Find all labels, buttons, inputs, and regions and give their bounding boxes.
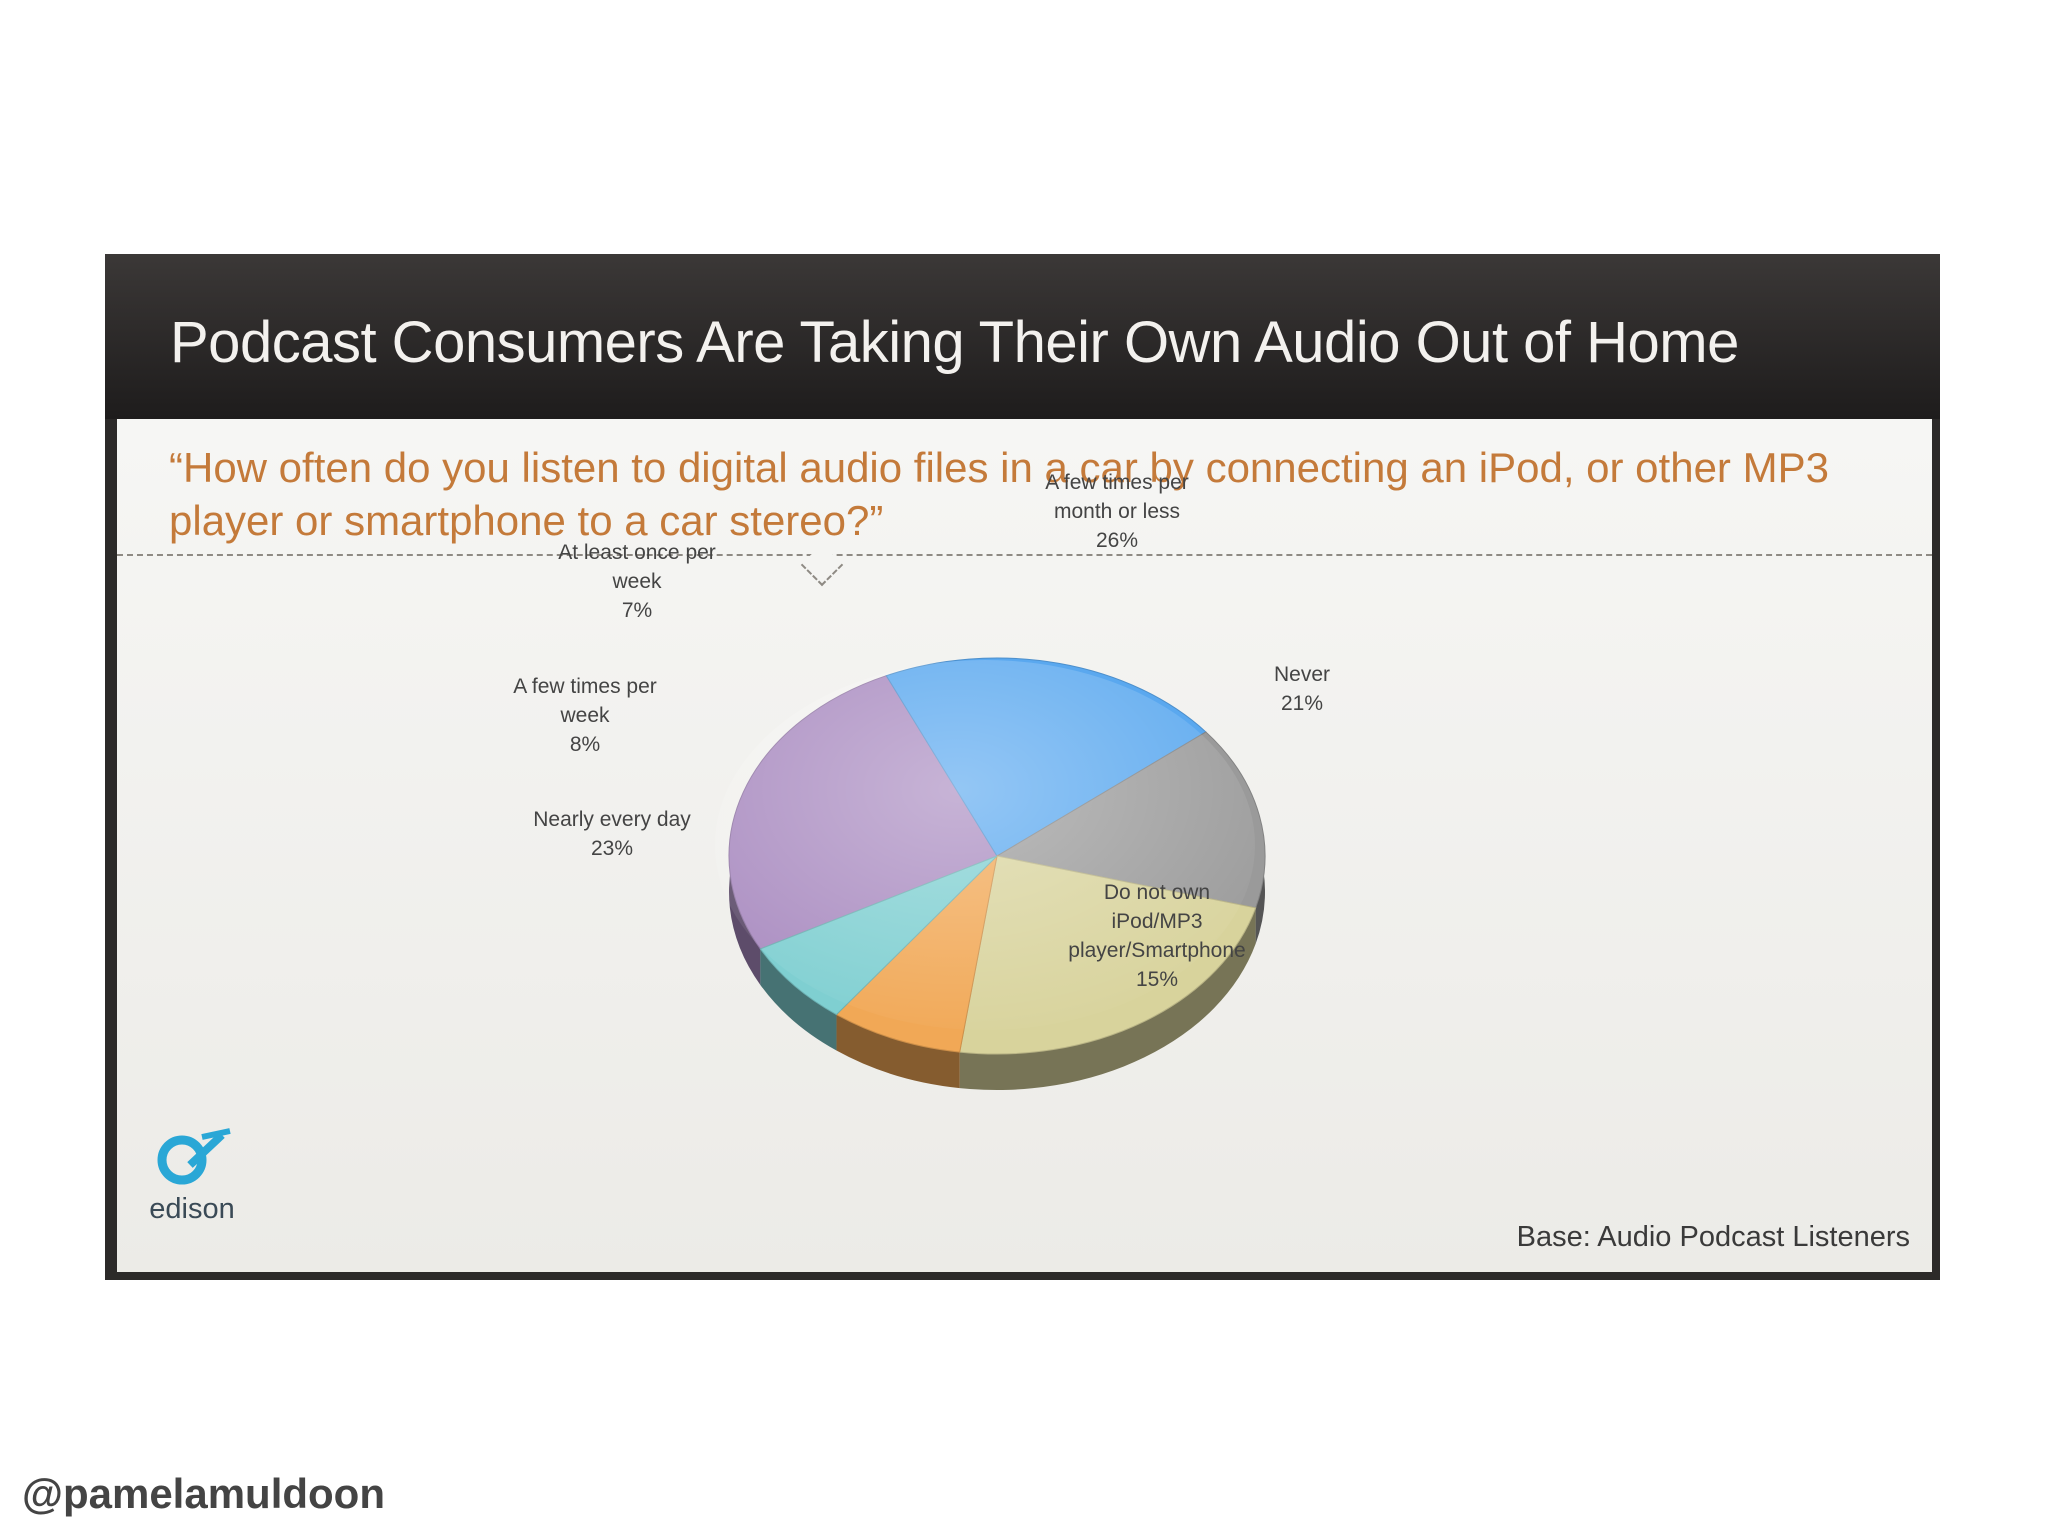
dashed-divider <box>117 554 1932 556</box>
survey-question: “How often do you listen to digital audi… <box>169 444 1829 544</box>
slice-label-3: Nearly every day 23% <box>533 808 691 860</box>
pie-chart: A few times per month or less 26% Never 21% D… <box>513 471 1330 1090</box>
pie-side-4 <box>836 1014 960 1089</box>
pie-highlight <box>715 660 1255 1030</box>
content-area: “How often do you listen to digital audi… <box>117 419 1932 1272</box>
slice-label-0: A few times per month or less 26% <box>1045 471 1189 552</box>
slice-label-5: At least once per week 7% <box>558 541 716 622</box>
author-watermark: @pamelamuldoon <box>22 1470 385 1517</box>
edison-logo: edison <box>142 1125 252 1250</box>
slide-title: Podcast Consumers Are Taking Their Own A… <box>170 310 1739 375</box>
pie-side-5 <box>760 948 837 1051</box>
pie-side-3 <box>959 907 1256 1090</box>
slice-label-1: Never 21% <box>1274 663 1330 715</box>
header-bar: Podcast Consumers Are Taking Their Own A… <box>105 254 1940 419</box>
edison-logo-icon <box>157 1128 231 1185</box>
slice-label-2: Do not own iPod/MP3 player/Smartphone 15% <box>1068 881 1245 991</box>
slice-label-4: A few times per week 8% <box>513 675 657 756</box>
base-note: Base: Audio Podcast Listeners <box>1516 1221 1910 1253</box>
slide-frame: Podcast Consumers Are Taking Their Own A… <box>105 254 1940 1280</box>
pie-labels: A few times per month or less 26% Never 21% D… <box>513 471 1330 991</box>
edison-logo-text: edison <box>149 1193 235 1225</box>
